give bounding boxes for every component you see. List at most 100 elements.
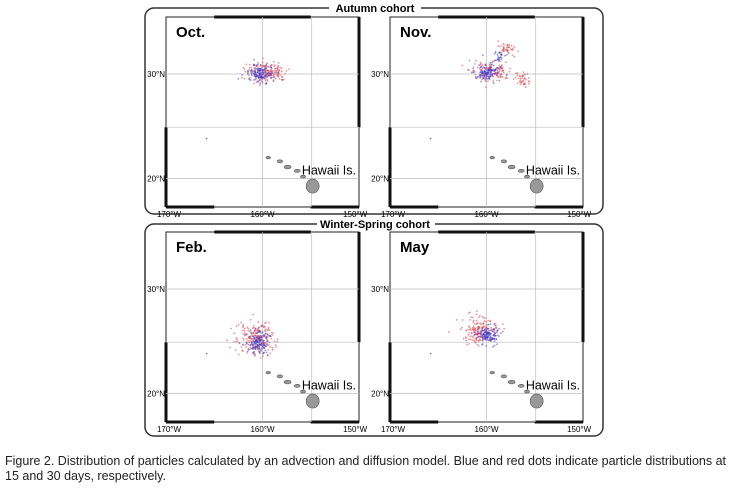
particle-dot-day15 (264, 69, 267, 72)
particle-dot-day15 (496, 71, 499, 73)
latitude-label: 30°N (147, 285, 165, 294)
particle-dot-day30 (281, 76, 283, 78)
particle-dot-day15 (250, 341, 253, 343)
particle-dot-day15 (271, 348, 274, 351)
particle-dot-day30 (502, 46, 505, 49)
particle-dot-day30 (508, 43, 511, 46)
island-shape (276, 374, 283, 379)
particle-dot-day15 (497, 59, 500, 62)
particle-dot-day30 (274, 77, 277, 80)
particle-dot-day30 (474, 341, 477, 344)
winter-spring-cohort-title: Winter-Spring cohort (320, 219, 430, 231)
particle-dot-day30 (513, 46, 516, 48)
particle-dot-day15 (259, 339, 261, 342)
particle-dot-day15 (255, 336, 258, 339)
island-shape (265, 371, 271, 375)
particle-dot-day15 (253, 64, 256, 67)
particle-dot-day30 (517, 77, 520, 80)
month-label: Oct. (176, 24, 205, 41)
particle-dot-day30 (261, 355, 264, 358)
particle-dot-day15 (257, 67, 259, 69)
autumn-cohort-title: Autumn cohort (336, 3, 415, 15)
particle-dot-day30 (503, 327, 505, 330)
hawaii-islands (489, 371, 544, 409)
particle-dot-day15 (254, 76, 257, 79)
particle-dot-day30 (497, 72, 499, 75)
particle-dot-day30 (255, 329, 258, 332)
particle-dot-day30 (276, 340, 279, 343)
particle-dot-day30 (237, 353, 240, 356)
particle-dot-day15 (249, 335, 252, 338)
particle-dot-day30 (261, 61, 264, 64)
particle-dot-day15 (489, 323, 492, 326)
particle-dot-day15 (481, 74, 484, 77)
particle-dot-day15 (500, 73, 503, 75)
particle-dot-day15 (258, 350, 261, 353)
particle-dot-day15 (248, 78, 251, 81)
island-shape (305, 393, 320, 409)
particle-dot-day15 (251, 348, 253, 350)
particle-dot-day15 (497, 67, 500, 70)
particle-dot-day30 (499, 75, 502, 78)
particle-dot-day30 (528, 80, 531, 83)
particle-dot-day15 (487, 70, 489, 73)
particle-dot-day30 (242, 333, 245, 335)
particle-dot-day30 (461, 319, 464, 321)
particle-dot-day30 (470, 316, 473, 319)
particle-dot-day15 (254, 328, 257, 330)
particle-dot-day15 (499, 53, 502, 56)
particle-dot-day15 (490, 337, 492, 339)
particle-dot-day30 (492, 82, 495, 84)
particle-dot-day30 (468, 328, 470, 331)
particle-dot-day30 (519, 80, 521, 83)
particle-dot-day30 (502, 323, 504, 325)
particle-dot-day15 (482, 338, 484, 341)
particle-dot-day30 (471, 327, 474, 329)
particle-dot-day30 (266, 78, 269, 81)
particle-dot-day30 (468, 326, 471, 328)
particle-dot-day15 (259, 350, 262, 352)
longitude-label: 160°W (250, 210, 275, 219)
island-shape (507, 165, 516, 170)
particle-dot-day15 (270, 76, 273, 79)
particle-dot-day15 (270, 67, 273, 70)
particle-dot-day15 (473, 333, 476, 336)
particle-dot-day15 (263, 334, 266, 337)
particle-dot-day15 (478, 64, 480, 66)
particle-dot-day15 (492, 69, 495, 72)
particle-dot-day30 (522, 79, 525, 81)
particle-dot-day15 (254, 342, 257, 345)
particle-dot-day30 (252, 313, 254, 316)
hawaii-islands (265, 156, 320, 194)
particle-dot-day30 (243, 339, 245, 341)
particle-dot-day30 (264, 322, 266, 325)
particle-dot-day30 (508, 46, 511, 49)
particle-dot-day30 (467, 334, 469, 336)
particle-dot-day15 (273, 76, 275, 79)
particle-dot-day30 (494, 324, 497, 327)
particle-dot-day15 (258, 75, 260, 77)
particle-dot-day30 (473, 63, 476, 65)
particle-dot-day30 (258, 84, 261, 87)
particle-dot-day15 (245, 333, 248, 336)
particle-dot-day30 (488, 63, 491, 66)
particle-dot-day15 (258, 329, 261, 332)
particle-dot-day30 (447, 330, 450, 333)
particle-dot-day30 (474, 330, 477, 332)
particle-dot-day30 (245, 343, 247, 346)
particle-dot-day15 (266, 333, 269, 336)
hawaii-label: Hawaii Is. (302, 164, 356, 178)
small-islet (205, 352, 208, 355)
particle-dot-day30 (280, 67, 283, 69)
particle-dot-day30 (278, 69, 281, 72)
particle-dot-day30 (267, 326, 270, 329)
particle-dot-day15 (255, 77, 257, 80)
particle-dot-day30 (521, 77, 523, 79)
particle-dot-day30 (484, 317, 487, 319)
particle-dot-day15 (262, 346, 265, 349)
particle-dot-day30 (252, 324, 255, 327)
particle-dot-day30 (273, 69, 276, 72)
particle-dot-day30 (242, 337, 244, 340)
latitude-label: 30°N (147, 70, 165, 79)
island-shape (305, 178, 320, 194)
